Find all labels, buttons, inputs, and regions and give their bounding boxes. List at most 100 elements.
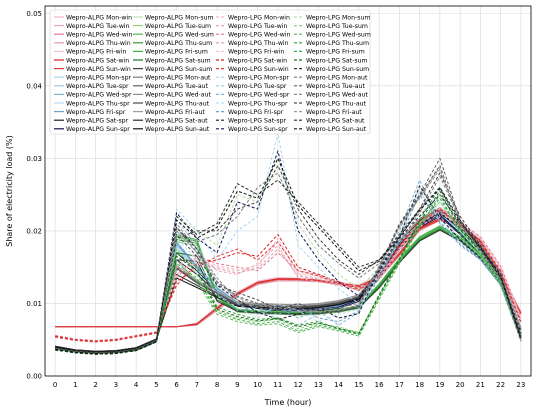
legend-label: Wepro-ALPG Fri-sum [145, 49, 208, 56]
legend-label: Wepro-ALPG Tue-spr [66, 83, 129, 90]
legend-label: Wepro-ALPG Sat-sum [145, 57, 211, 64]
x-tick-label: 13 [314, 381, 323, 389]
series-line [55, 165, 522, 354]
legend-label: Wepro-ALPG Fri-aut [145, 109, 205, 116]
legend-label: Wepro-LPG Sat-aut [306, 118, 365, 125]
series-line [55, 157, 522, 354]
series-line [55, 166, 522, 354]
series-line [55, 208, 522, 342]
legend-label: Wepro-LPG Fri-win [228, 49, 284, 56]
x-tick-label: 14 [334, 381, 343, 389]
x-tick-label: 9 [235, 381, 239, 389]
legend-label: Wepro-LPG Tue-aut [306, 83, 365, 90]
legend-label: Wepro-LPG Thu-aut [306, 100, 367, 107]
legend-label: Wepro-LPG Sun-win [228, 66, 289, 73]
series-line [55, 157, 522, 354]
legend-label: Wepro-ALPG Mon-win [66, 14, 132, 21]
legend-label: Wepro-ALPG Thu-aut [145, 100, 210, 107]
plot-frame [44, 5, 532, 377]
legend-label: Wepro-LPG Sun-aut [306, 126, 367, 133]
legend-label: Wepro-ALPG Sat-aut [145, 118, 208, 125]
legend-label: Wepro-LPG Tue-spr [228, 83, 287, 90]
series-line [55, 229, 522, 354]
legend-label: Wepro-ALPG Sun-aut [145, 126, 210, 133]
series-line [55, 172, 522, 355]
series-lines [55, 132, 522, 355]
series-line [55, 210, 522, 343]
legend-label: Wepro-LPG Fri-spr [228, 109, 284, 116]
legend-label: Wepro-LPG Wed-sum [306, 32, 371, 39]
series-line [55, 210, 522, 342]
legend-label: Wepro-ALPG Mon-sum [145, 14, 214, 21]
legend-label: Wepro-LPG Sun-sum [306, 66, 369, 73]
x-tick-label: 2 [93, 381, 97, 389]
series-line [55, 194, 522, 355]
legend-label: Wepro-ALPG Sun-win [66, 66, 131, 73]
x-tick-label: 11 [273, 381, 282, 389]
y-tick-label: 0.00 [26, 373, 42, 381]
legend-label: Wepro-ALPG Sat-win [66, 57, 129, 64]
legend-label: Wepro-ALPG Sun-sum [145, 66, 212, 73]
y-tick-label: 0.05 [26, 10, 42, 18]
legend-label: Wepro-LPG Mon-win [228, 14, 290, 21]
legend-label: Wepro-LPG Thu-spr [228, 100, 288, 107]
x-axis-label: Time (hour) [264, 398, 312, 407]
series-line [55, 132, 522, 354]
legend-label: Wepro-ALPG Thu-spr [66, 100, 130, 107]
legend-label: Wepro-ALPG Sun-spr [66, 126, 130, 133]
legend-label: Wepro-LPG Thu-win [228, 40, 289, 47]
x-tick-label: 6 [174, 381, 179, 389]
series-line [55, 208, 522, 342]
x-tick-label: 23 [516, 381, 525, 389]
series-line [55, 219, 522, 328]
legend-label: Wepro-ALPG Wed-aut [145, 92, 212, 99]
series-line [55, 150, 522, 354]
axis-ticks: 0 1 2 3 4 5 6 7 8 9 10 11 12 13 14 15 16 17 18 19 20 21 22 230.… [26, 10, 525, 389]
series-line [55, 186, 522, 354]
x-tick-label: 0 [53, 381, 57, 389]
x-tick-label: 19 [435, 381, 444, 389]
legend-label: Wepro-LPG Sat-win [228, 57, 287, 64]
x-tick-label: 3 [114, 381, 118, 389]
legend-label: Wepro-LPG Sat-spr [228, 118, 286, 125]
series-line [55, 212, 522, 352]
x-tick-label: 10 [253, 381, 262, 389]
y-tick-label: 0.04 [26, 82, 42, 90]
y-tick-label: 0.01 [26, 300, 42, 308]
x-tick-label: 18 [415, 381, 424, 389]
legend-label: Wepro-ALPG Tue-sum [145, 23, 211, 30]
legend-label: Wepro-ALPG Tue-aut [145, 83, 209, 90]
series-line [55, 190, 522, 355]
legend-label: Wepro-LPG Sun-spr [228, 126, 288, 133]
legend-label: Wepro-LPG Mon-spr [228, 75, 289, 82]
x-tick-label: 20 [456, 381, 465, 389]
series-line [55, 207, 522, 342]
legend-label: Wepro-ALPG Tue-win [66, 23, 130, 30]
legend-label: Wepro-LPG Tue-sum [306, 23, 368, 30]
legend-label: Wepro-LPG Sat-sum [306, 57, 368, 64]
legend-label: Wepro-ALPG Wed-spr [66, 92, 132, 99]
legend-label: Wepro-LPG Tue-win [228, 23, 288, 30]
x-tick-label: 15 [354, 381, 363, 389]
series-line [55, 201, 522, 354]
legend-label: Wepro-LPG Fri-sum [306, 49, 365, 56]
legend-label: Wepro-ALPG Fri-win [66, 49, 126, 56]
x-tick-label: 5 [154, 381, 158, 389]
legend-label: Wepro-LPG Wed-spr [228, 92, 290, 99]
series-line [55, 197, 522, 354]
legend-label: Wepro-LPG Wed-aut [306, 92, 368, 99]
x-tick-label: 21 [476, 381, 485, 389]
legend-label: Wepro-LPG Wed-win [228, 32, 290, 39]
legend-label: Wepro-ALPG Mon-spr [66, 75, 131, 82]
y-tick-label: 0.02 [26, 227, 42, 235]
y-tick-label: 0.03 [26, 155, 42, 163]
y-axis-label: Share of electricity load (%) [5, 135, 14, 247]
series-line [55, 213, 522, 353]
legend-label: Wepro-ALPG Fri-spr [66, 109, 126, 116]
x-tick-label: 22 [496, 381, 505, 389]
series-line [55, 190, 522, 354]
legend-label: Wepro-ALPG Sat-spr [66, 118, 129, 125]
x-tick-label: 12 [294, 381, 303, 389]
